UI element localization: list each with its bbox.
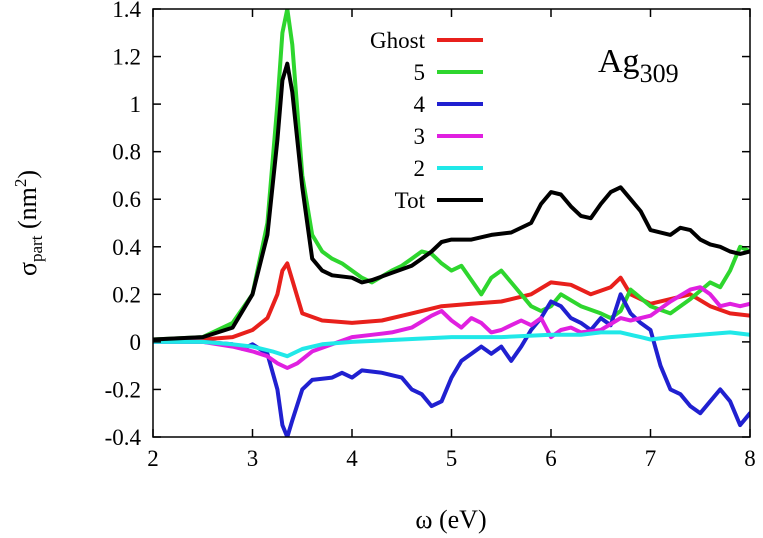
y-axis-title-base: σ [13,262,42,276]
series-layer [153,9,750,437]
x-axis-title: ω (eV) [415,505,486,534]
y-tick-label: 1.4 [112,0,141,22]
legend-label: 5 [414,60,426,85]
legend: Ghost 5 4 3 2 Tot [370,28,483,213]
y-axis-title: σpart (nm2) [11,170,46,276]
series-line-1 [153,9,750,342]
x-tick-label: 5 [446,446,458,471]
series-line-0 [153,261,750,342]
y-tick-label: 0.6 [112,187,141,212]
legend-label: Ghost [370,28,426,53]
x-tick-label: 7 [645,446,657,471]
x-tick-label: 8 [744,446,756,471]
y-tick-label: 0 [130,330,142,355]
x-tick-label: 3 [247,446,259,471]
y-tick-label: 0.8 [112,140,141,165]
legend-label: 4 [414,92,426,117]
y-axis-title-open: (nm [13,187,42,235]
legend-label: 3 [414,124,426,149]
series-line-3 [153,285,750,370]
y-axis-title-close: ) [13,170,42,179]
y-axis-title-sup: 2 [11,179,30,188]
x-tick-label: 4 [346,446,358,471]
annotation-sub: 309 [640,59,679,88]
y-tick-label: 1.2 [112,45,141,70]
series-line-5 [153,61,750,342]
y-tick-label: 0.4 [112,235,141,260]
y-tick-label: 0.2 [112,282,141,307]
series-line-2 [153,292,750,437]
y-tick-label: 1 [130,92,142,117]
annotation-base: Ag [598,43,640,80]
y-tick-label: -0.4 [105,425,142,450]
y-axis-title-sub: part [27,235,46,262]
legend-label: 2 [414,156,426,181]
legend-label: Tot [395,188,426,213]
ticks-layer: 2 3 4 5 6 7 8 -0.4 -0.2 0 0.2 0.4 0.6 0.8 1 1.2 1.4 [105,0,756,471]
annotation-label: Ag309 [598,43,679,88]
x-tick-label: 6 [545,446,557,471]
series-line-4 [153,330,750,359]
x-tick-label: 2 [147,446,159,471]
y-tick-label: -0.2 [105,377,141,402]
